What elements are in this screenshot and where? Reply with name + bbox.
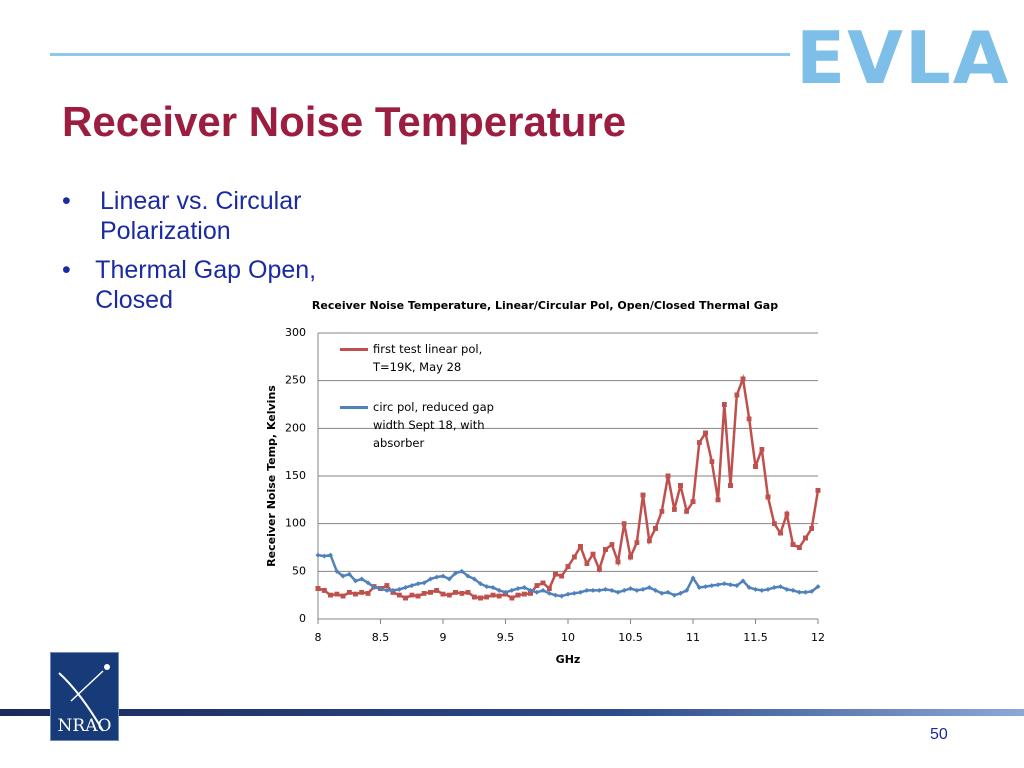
legend-swatch bbox=[340, 406, 368, 409]
x-tick-label: 12 bbox=[811, 631, 825, 644]
nrao-text: NRAO bbox=[57, 716, 112, 736]
y-tick-label: 50 bbox=[292, 564, 306, 577]
bullet-text: Linear vs. Circular Polarization bbox=[100, 187, 302, 245]
y-tick-label: 150 bbox=[285, 469, 306, 482]
x-tick-label: 10.5 bbox=[618, 631, 643, 644]
y-tick-label: 200 bbox=[285, 421, 306, 434]
x-tick-label: 8.5 bbox=[372, 631, 390, 644]
x-tick-label: 8 bbox=[315, 631, 322, 644]
slide-title: Receiver Noise Temperature bbox=[62, 98, 627, 145]
header-rule bbox=[50, 53, 790, 56]
bullet-list: • Linear vs. Circular Polarization • Therm… bbox=[62, 186, 362, 315]
y-tick-label: 300 bbox=[285, 326, 306, 339]
nrao-logo: NRAO bbox=[50, 652, 119, 741]
x-tick-label: 9 bbox=[440, 631, 447, 644]
footer-bar bbox=[0, 709, 1024, 716]
bullet: • Thermal Gap Open, Closed bbox=[62, 255, 362, 315]
x-tick-label: 11 bbox=[686, 631, 700, 644]
x-tick-label: 9.5 bbox=[497, 631, 515, 644]
chart-title: Receiver Noise Temperature, Linear/Circu… bbox=[312, 299, 778, 312]
y-axis-label: Receiver Noise Temp, Kelvins bbox=[265, 385, 278, 567]
evla-logo: EVLA bbox=[796, 16, 1011, 100]
legend: first test linear pol, T=19K, May 28 circ… bbox=[340, 340, 500, 452]
x-tick-label: 10 bbox=[561, 631, 575, 644]
legend-swatch bbox=[340, 348, 368, 351]
series-line bbox=[315, 552, 821, 599]
legend-label: circ pol, reduced gap width Sept 18, wit… bbox=[373, 400, 494, 450]
x-tick-label: 11.5 bbox=[743, 631, 768, 644]
y-tick-label: 250 bbox=[285, 374, 306, 387]
page-number: 50 bbox=[930, 726, 948, 743]
bullet: • Linear vs. Circular Polarization bbox=[62, 186, 362, 246]
nrao-dish bbox=[58, 664, 110, 732]
bullet-text: Thermal Gap Open, Closed bbox=[95, 256, 317, 314]
legend-item: circ pol, reduced gap width Sept 18, wit… bbox=[340, 398, 500, 452]
x-axis-label: GHz bbox=[556, 653, 581, 666]
y-tick-label: 0 bbox=[299, 612, 306, 625]
legend-label: first test linear pol, T=19K, May 28 bbox=[373, 342, 483, 374]
legend-item: first test linear pol, T=19K, May 28 bbox=[340, 340, 500, 376]
y-tick-label: 100 bbox=[285, 517, 306, 530]
